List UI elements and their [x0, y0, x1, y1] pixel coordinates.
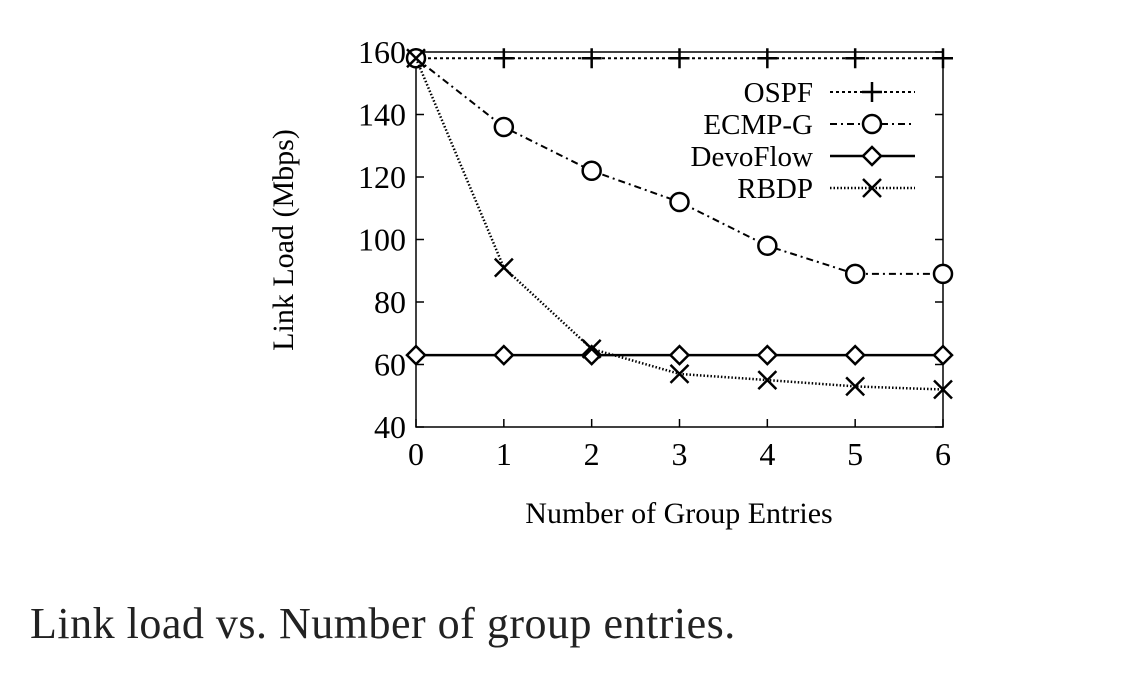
- x-tick-label: 0: [408, 436, 424, 472]
- series-line-ecmp-g: [415, 57, 943, 275]
- y-tick-label: 100: [358, 222, 406, 258]
- link-load-chart: 40 60 80 100 120 140 160 0 1 2 3 4 5 6 OSPFECMP-GDevo…: [267, 34, 954, 530]
- x-tick-label: 5: [847, 436, 863, 472]
- y-tick-label: 140: [358, 97, 406, 133]
- data-point-rbdp: [757, 370, 778, 391]
- data-point-ecmp-g: [757, 235, 778, 256]
- x-tick-label: 4: [759, 436, 775, 472]
- legend-marker-ecmp-g: [861, 113, 883, 135]
- y-tick-label: 80: [374, 284, 406, 320]
- data-point-devoflow: [493, 344, 515, 366]
- x-tick-label: 6: [935, 436, 951, 472]
- data-point-ecmp-g: [932, 263, 954, 285]
- data-series: [405, 48, 954, 400]
- y-axis-label: Link Load (Mbps): [267, 129, 300, 351]
- legend-label-devoflow: DevoFlow: [691, 141, 814, 173]
- data-point-ospf: [933, 48, 953, 69]
- x-tick-label: 3: [672, 436, 688, 472]
- legend-label-ecmp-g: ECMP-G: [703, 109, 813, 141]
- legend-marker-devoflow: [861, 145, 883, 167]
- x-tick-label: 2: [584, 436, 600, 472]
- legend-marker-rbdp: [862, 178, 882, 198]
- data-point-devoflow: [405, 344, 427, 366]
- legend-label-rbdp: RBDP: [737, 173, 813, 205]
- x-axis-label: Number of Group Entries: [525, 497, 832, 530]
- data-point-ospf: [493, 48, 514, 69]
- data-point-ecmp-g: [844, 263, 866, 285]
- data-point-devoflow: [756, 344, 779, 366]
- plot-frame: [415, 51, 944, 428]
- series-ecmp-g: [405, 48, 954, 285]
- data-point-rbdp: [845, 376, 866, 397]
- data-point-ospf: [581, 48, 602, 69]
- data-point-ospf: [669, 48, 690, 69]
- legend-marker-ospf: [862, 82, 882, 102]
- data-point-devoflow: [668, 344, 691, 366]
- y-tick-label: 60: [374, 347, 406, 383]
- data-point-rbdp: [669, 363, 690, 384]
- data-point-rbdp: [406, 48, 426, 69]
- data-point-devoflow: [844, 344, 866, 366]
- data-point-rbdp: [581, 338, 602, 359]
- data-point-rbdp: [493, 257, 514, 278]
- data-point-devoflow: [580, 344, 603, 366]
- data-point-ecmp-g: [669, 191, 690, 213]
- data-point-rbdp: [933, 379, 953, 400]
- figure-caption: Link load vs. Number of group entries.: [30, 599, 736, 648]
- legend-label-ospf: OSPF: [744, 77, 813, 109]
- y-tick-label: 40: [374, 409, 406, 445]
- data-point-ecmp-g: [493, 116, 515, 138]
- y-tick-label: 120: [358, 159, 406, 195]
- data-point-ospf: [757, 48, 778, 69]
- series-rbdp: [406, 48, 953, 400]
- data-point-ospf: [845, 48, 866, 69]
- x-tick-label: 1: [496, 436, 512, 472]
- data-point-ecmp-g: [581, 160, 602, 181]
- series-line-rbdp: [414, 57, 944, 391]
- series-devoflow: [405, 344, 954, 366]
- data-point-devoflow: [932, 344, 954, 366]
- plot-axes: 40 60 80 100 120 140 160 0 1 2 3 4 5 6: [358, 34, 951, 472]
- y-tick-label: 160: [358, 34, 406, 70]
